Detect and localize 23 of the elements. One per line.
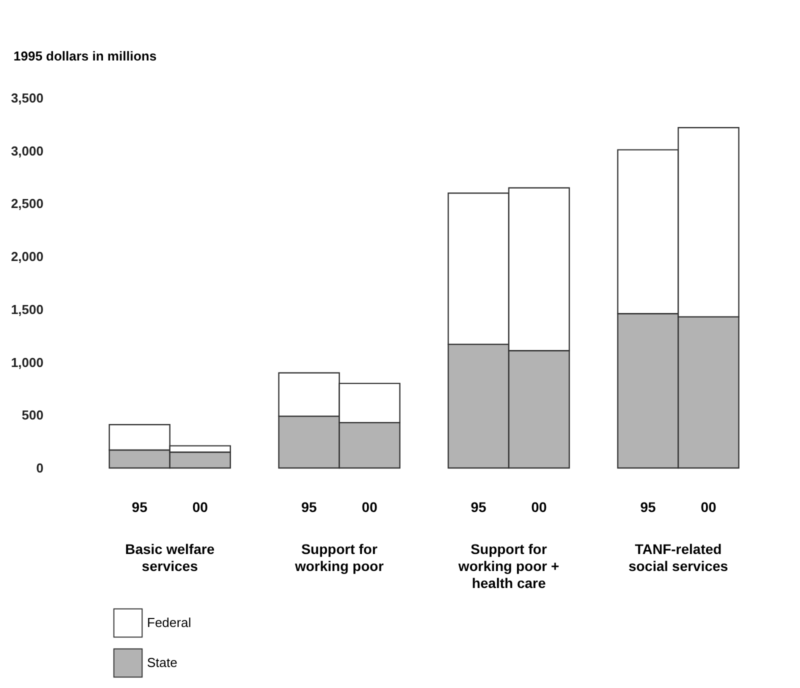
- y-axis-title: 1995 dollars in millions: [14, 48, 157, 64]
- y-tick-label: 2,500: [10, 196, 44, 212]
- y-tick-label: 500: [22, 408, 44, 423]
- x-tick-label: 00: [362, 499, 378, 515]
- x-tick-label: 95: [132, 499, 148, 515]
- y-tick-label: 2,000: [10, 249, 44, 264]
- y-tick-label: 1,000: [10, 354, 44, 370]
- x-tick-label: 00: [192, 499, 208, 515]
- legend-label: State: [147, 655, 178, 670]
- x-tick-label: 00: [700, 499, 717, 515]
- x-tick-label: 95: [301, 499, 318, 515]
- y-tick-label: 3,000: [10, 143, 44, 158]
- x-tick-label: 00: [531, 499, 548, 515]
- text: Basic welfare services: [125, 541, 215, 574]
- text: Support for working poor: [294, 541, 384, 574]
- x-tick-label: 95: [470, 499, 487, 515]
- y-tick-label: 1,500: [10, 302, 44, 317]
- x-tick-label: 95: [640, 499, 656, 515]
- text: Support for working poor + health care: [457, 541, 560, 591]
- text: TANF-related social services: [628, 541, 728, 574]
- legend-label: Federal: [147, 615, 192, 630]
- y-tick-label: 0: [36, 460, 44, 476]
- y-tick-label: 3,500: [10, 90, 44, 106]
